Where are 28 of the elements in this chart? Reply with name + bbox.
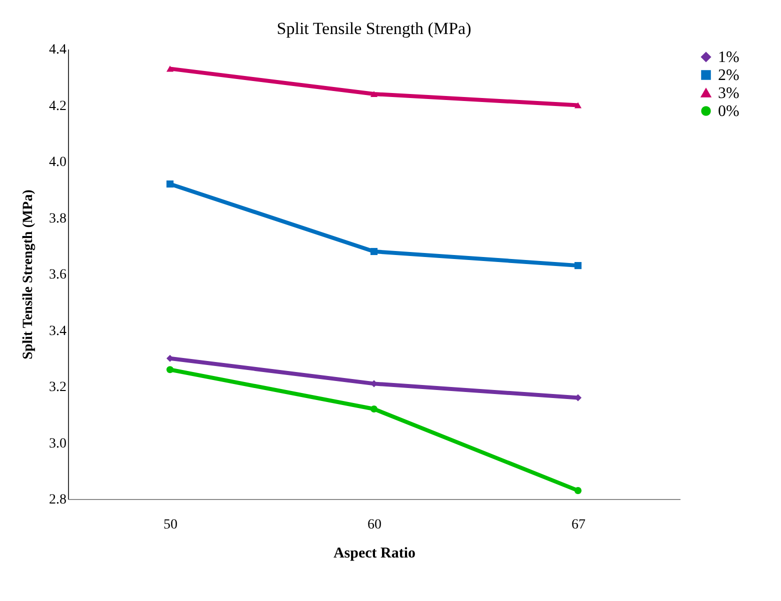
x-axis-title: Aspect Ratio xyxy=(333,546,416,562)
x-tick-label: 60 xyxy=(368,518,382,532)
legend-label: 3% xyxy=(718,85,740,102)
point xyxy=(166,66,174,72)
legend-label: 1% xyxy=(718,49,740,66)
point xyxy=(574,102,582,108)
y-tick-label: 3.8 xyxy=(49,211,66,226)
y-tick-label: 4.2 xyxy=(49,98,66,114)
x-tick-label: 67 xyxy=(572,518,586,532)
point xyxy=(166,180,174,188)
chart-title: Split Tensile Strength (MPa) xyxy=(276,19,472,38)
y-tick-label: 4.4 xyxy=(49,42,66,58)
y-tick-label: 2.8 xyxy=(49,492,66,508)
point xyxy=(370,90,378,98)
point xyxy=(574,487,582,494)
point xyxy=(370,248,378,256)
y-tick-label: 3.4 xyxy=(49,324,66,339)
y-tick-label: 3.0 xyxy=(49,436,66,452)
point xyxy=(166,366,174,374)
y-axis-title: Split Tensile Strength (MPa) xyxy=(21,189,36,360)
point xyxy=(574,262,582,270)
y-tick-label: 3.6 xyxy=(49,268,66,282)
y-tick-label: 4.0 xyxy=(49,155,66,170)
legend-label: 2% xyxy=(718,67,740,84)
point xyxy=(370,405,378,413)
y-tick-label: 3.2 xyxy=(49,380,66,395)
legend-label: 0% xyxy=(718,103,740,120)
x-tick-label: 50 xyxy=(164,518,178,532)
